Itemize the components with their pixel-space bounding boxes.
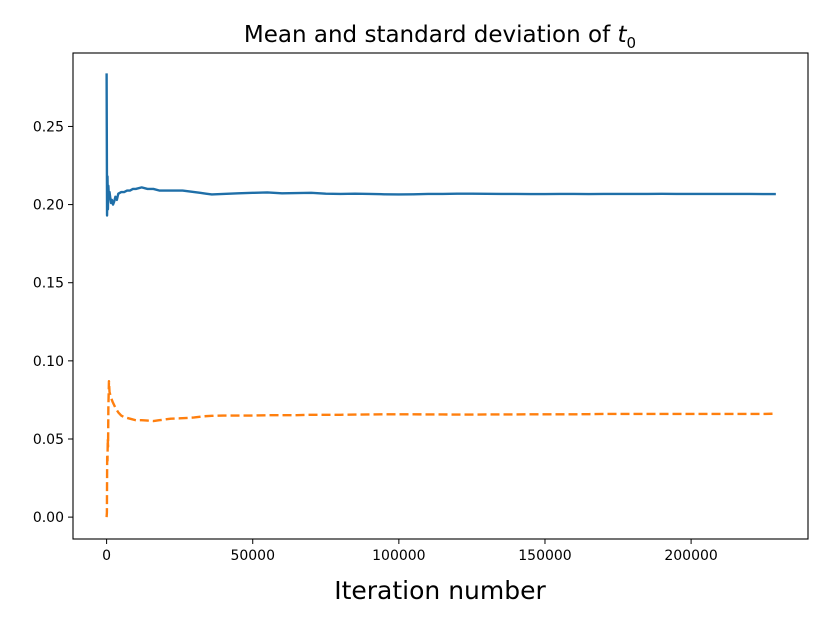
- x-axis: 0 50000 100000 150000 200000: [102, 539, 718, 564]
- y-tick-label: 0.20: [33, 198, 64, 214]
- chart-title-sub: 0: [627, 34, 637, 52]
- y-tick-label: 0.05: [33, 432, 64, 448]
- y-tick-label: 0.15: [33, 276, 64, 292]
- x-axis-label: Iteration number: [334, 576, 546, 605]
- x-tick-label: 200000: [664, 548, 717, 564]
- series-line-standard-deviation: [105, 379, 776, 518]
- y-axis: 0.00 0.05 0.10 0.15 0.20 0.25: [33, 119, 73, 526]
- chart-title-text: Mean and standard deviation of: [244, 22, 618, 48]
- y-tick-label: 0.10: [33, 354, 64, 370]
- series-line-mean: [105, 73, 776, 217]
- y-tick-label: 0.00: [33, 510, 64, 526]
- y-tick-label: 0.25: [33, 119, 64, 135]
- chart-title: Mean and standard deviation of t0: [244, 22, 636, 52]
- chart-title-var: t: [618, 22, 628, 48]
- axes-frame: [72, 52, 809, 540]
- x-tick-label: 150000: [518, 548, 571, 564]
- plot-area: [105, 73, 776, 518]
- x-tick-label: 0: [102, 548, 111, 564]
- x-tick-label: 50000: [230, 548, 275, 564]
- x-tick-label: 100000: [372, 548, 425, 564]
